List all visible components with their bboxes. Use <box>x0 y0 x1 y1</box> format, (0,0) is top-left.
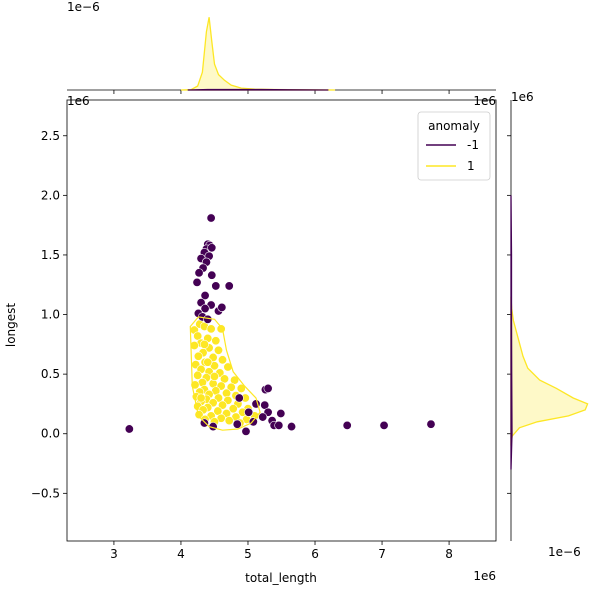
scatter-point-series-minus-1 <box>274 420 284 430</box>
scatter-point-series-1 <box>209 372 219 382</box>
y-tick-label: 0.0 <box>41 427 60 441</box>
right-marginal-density-series-1 <box>510 296 589 446</box>
scatter-point-series-1 <box>213 345 223 355</box>
scatter-point-series-1 <box>218 400 228 410</box>
top-marginal-density-series-minus-1 <box>187 88 329 91</box>
scatter-point-series-minus-1 <box>426 419 436 429</box>
scatter-point-series-1 <box>224 416 234 426</box>
top-marginal-ticks <box>113 90 450 94</box>
x-tick-label: 5 <box>244 547 252 561</box>
scatter-point-series-minus-1 <box>224 281 234 291</box>
scatter-point-series-minus-1 <box>200 290 210 300</box>
top-marginal-axes: 1e−6 1e6 <box>67 0 496 108</box>
scatter-point-series-1 <box>203 357 213 367</box>
scatter-point-series-minus-1 <box>287 422 297 432</box>
right-marginal-ticks <box>507 135 511 494</box>
legend: anomaly -1 1 <box>417 111 491 181</box>
x-tick-label: 8 <box>445 547 453 561</box>
scatter-point-series-1 <box>226 382 236 392</box>
scatter-point-series-minus-1 <box>211 281 221 291</box>
legend-box <box>417 111 491 181</box>
scatter-point-series-1 <box>236 383 246 393</box>
scatter-point-series-minus-1 <box>241 426 251 436</box>
scatter-point-series-1 <box>199 339 209 349</box>
x-tick-label: 6 <box>311 547 319 561</box>
density-contour-series-1 <box>189 316 261 431</box>
scatter-points <box>124 213 436 436</box>
scatter-point-series-minus-1 <box>199 418 209 428</box>
y-tick-label: 1.0 <box>41 308 60 322</box>
y-tick-label: 0.5 <box>41 367 60 381</box>
scatter-point-series-1 <box>189 341 199 351</box>
scatter-axes: 3 4 5 6 7 8 −0.5 0.0 0.5 1.0 1.5 2.0 2.5 total_leng… <box>4 94 497 585</box>
top-marginal-offset-label: 1e−6 <box>67 0 100 14</box>
y-tick-label: 2.0 <box>41 188 60 202</box>
legend-label-series-1: 1 <box>467 159 475 173</box>
y-tick-label: 1.5 <box>41 248 60 262</box>
scatter-point-series-minus-1 <box>192 277 202 287</box>
scatter-point-series-minus-1 <box>342 420 352 430</box>
right-marginal-y-offset-label: 1e6 <box>511 90 534 104</box>
scatter-point-series-1 <box>193 351 203 361</box>
top-marginal-density-series-1 <box>180 17 336 91</box>
scatter-point-series-1 <box>218 355 228 365</box>
scatter-point-series-minus-1 <box>379 420 389 430</box>
scatter-point-series-minus-1 <box>248 417 258 427</box>
scatter-point-series-minus-1 <box>258 412 268 422</box>
scatter-point-series-1 <box>211 336 221 346</box>
scatter-axes-frame <box>66 99 497 542</box>
scatter-point-series-minus-1 <box>207 243 217 253</box>
scatter-point-series-minus-1 <box>234 393 244 403</box>
scatter-point-series-1 <box>194 410 204 420</box>
top-marginal-x-offset-label: 1e6 <box>473 94 496 108</box>
scatter-point-series-1 <box>228 404 238 414</box>
scatter-point-series-1 <box>193 370 203 380</box>
x-axis-ticks: 3 4 5 6 7 8 <box>110 541 453 561</box>
scatter-point-series-minus-1 <box>263 383 273 393</box>
right-marginal-density-offset-label: 1e−6 <box>548 545 581 559</box>
scatter-point-series-minus-1 <box>194 268 204 278</box>
y-axis-ticks: −0.5 0.0 0.5 1.0 1.5 2.0 2.5 <box>31 129 67 500</box>
y-tick-label: 2.5 <box>41 129 60 143</box>
scatter-point-series-1 <box>216 324 226 334</box>
scatter-point-series-minus-1 <box>206 213 216 223</box>
y-axis-offset-label: 1e6 <box>67 94 90 108</box>
x-tick-label: 3 <box>110 547 118 561</box>
scatter-point-series-minus-1 <box>217 302 227 312</box>
x-axis-label: total_length <box>245 571 317 585</box>
scatter-point-series-minus-1 <box>207 270 217 280</box>
scatter-point-series-minus-1 <box>244 407 254 417</box>
right-marginal-axes: 1e6 1e−6 <box>507 90 589 559</box>
scatter-point-series-minus-1 <box>124 424 134 434</box>
legend-label-series-minus-1: -1 <box>467 138 479 152</box>
scatter-point-series-1 <box>196 393 206 403</box>
scatter-point-series-1 <box>206 324 216 334</box>
scatter-point-series-minus-1 <box>276 408 286 418</box>
x-tick-label: 7 <box>378 547 386 561</box>
right-marginal-density-series-minus-1 <box>510 195 513 470</box>
y-axis-label: longest <box>4 303 18 348</box>
legend-title: anomaly <box>428 119 480 133</box>
x-axis-offset-label: 1e6 <box>473 569 496 583</box>
x-tick-label: 4 <box>177 547 185 561</box>
y-tick-label: −0.5 <box>31 486 60 500</box>
scatter-point-series-minus-1 <box>232 419 242 429</box>
scatter-point-series-minus-1 <box>200 304 210 314</box>
